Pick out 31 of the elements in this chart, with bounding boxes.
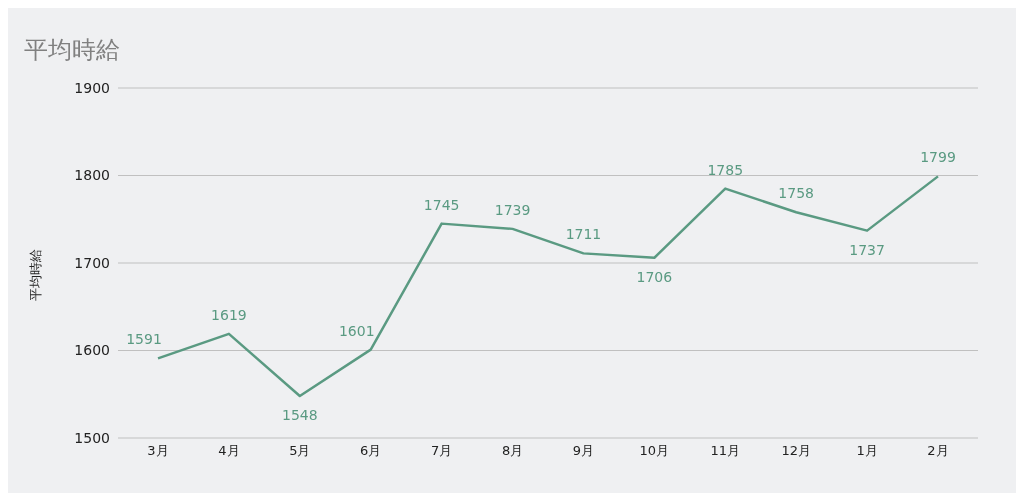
x-tick-label: 1月 <box>856 443 878 459</box>
data-label: 1758 <box>778 185 814 202</box>
data-label: 1799 <box>920 149 956 166</box>
y-axis-title: 平均時給 <box>27 249 44 301</box>
data-label: 1706 <box>636 268 673 285</box>
x-tick-label: 6月 <box>360 443 382 459</box>
data-label: 1619 <box>211 306 247 323</box>
data-label: 1737 <box>849 241 885 258</box>
data-label: 1785 <box>707 161 744 178</box>
x-tick-label: 8月 <box>501 443 524 459</box>
data-label: 1711 <box>565 226 602 243</box>
x-tick-label: 10月 <box>639 443 670 459</box>
x-tick-label: 4月 <box>218 443 240 459</box>
x-tick-label: 9月 <box>572 443 595 459</box>
x-tick-label: 3月 <box>147 443 169 459</box>
y-tick-label: 1700 <box>74 254 110 271</box>
y-tick-label: 1500 <box>74 429 110 446</box>
y-tick-label: 1600 <box>74 342 110 359</box>
x-tick-label: 11月 <box>710 443 741 459</box>
data-label: 1601 <box>338 322 375 339</box>
chart-title: 平均時給 <box>24 35 120 66</box>
data-label: 1745 <box>423 196 460 213</box>
x-tick-label: 12月 <box>781 443 811 459</box>
y-tick-label: 1900 <box>74 79 110 96</box>
data-label: 1591 <box>126 331 162 348</box>
x-tick-label: 2月 <box>927 443 949 459</box>
x-tick-label: 7月 <box>431 443 453 459</box>
data-label: 1548 <box>282 407 318 423</box>
x-tick-label: 5月 <box>289 443 311 459</box>
y-tick-label: 1800 <box>74 167 110 184</box>
data-label: 1739 <box>494 201 531 218</box>
